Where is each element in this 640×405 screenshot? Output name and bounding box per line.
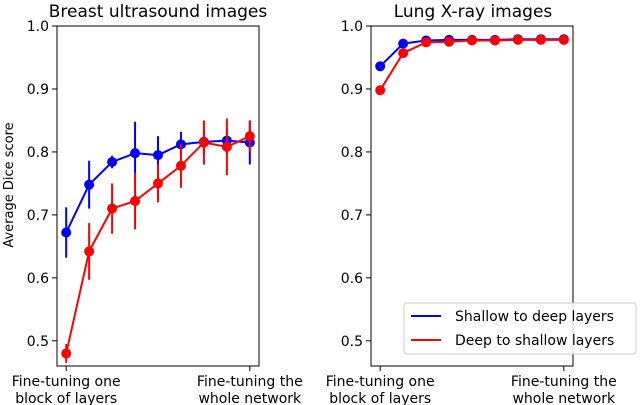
- axes-frame: [56, 25, 260, 367]
- y-tick-label: 0.9: [341, 82, 363, 98]
- x-tick-label: block of layers: [15, 391, 117, 405]
- chart-lung-xray: Lung X-ray images 0.5 0.6 0.7 0.8 0.9 1.0 Fine…: [326, 2, 637, 405]
- y-tick-label: 0.8: [27, 145, 49, 161]
- data-point: [130, 196, 141, 207]
- y-tick-label: 0.7: [341, 208, 363, 224]
- data-point: [61, 227, 72, 238]
- x-tick-label: block of layers: [329, 391, 431, 405]
- plot-area: [61, 118, 255, 363]
- y-tick-label: 0.6: [27, 271, 49, 287]
- data-point: [84, 246, 95, 257]
- y-axis-label: Average Dice score: [2, 122, 17, 247]
- x-tick-label: whole network: [512, 391, 616, 405]
- data-point: [198, 137, 209, 148]
- data-point: [375, 85, 386, 96]
- y-tick-label: 0.5: [27, 334, 49, 350]
- x-tick-label: Fine-tuning the: [511, 374, 617, 390]
- x-tick-label: Fine-tuning one: [12, 374, 121, 390]
- plot-area: [375, 34, 569, 96]
- chart-breast-ultrasound: Breast ultrasound images Average Dice sc…: [2, 2, 303, 405]
- y-tick-label: 0.6: [341, 271, 363, 287]
- y-tick-label: 0.7: [27, 208, 49, 224]
- data-point: [375, 61, 386, 72]
- data-point: [444, 36, 455, 47]
- data-point: [398, 48, 409, 59]
- series-deep-to-shallow: [61, 118, 255, 363]
- data-point: [221, 141, 232, 152]
- data-point: [175, 160, 186, 171]
- chart-title: Breast ultrasound images: [49, 2, 268, 22]
- data-point: [421, 37, 432, 48]
- data-point: [535, 34, 546, 45]
- data-point: [107, 203, 118, 214]
- data-point: [153, 150, 163, 161]
- data-point: [558, 34, 569, 45]
- x-tick-label: whole network: [198, 391, 302, 405]
- data-point: [84, 179, 95, 190]
- axes-frame: [370, 25, 574, 367]
- data-point: [130, 148, 141, 159]
- data-point: [107, 157, 118, 167]
- legend: Shallow to deep layers Deep to shallow l…: [403, 302, 637, 355]
- series-deep-to-shallow: [375, 34, 569, 96]
- data-point: [398, 38, 409, 49]
- y-tick-label: 0.9: [27, 82, 49, 98]
- data-point: [244, 131, 255, 142]
- data-point: [467, 35, 477, 46]
- legend-label-shallow: Shallow to deep layers: [455, 309, 614, 325]
- legend-box: [403, 302, 637, 355]
- data-point: [153, 178, 163, 189]
- x-tick-label: Fine-tuning the: [197, 374, 303, 390]
- chart-title: Lung X-ray images: [394, 2, 553, 22]
- legend-label-deep: Deep to shallow layers: [455, 333, 614, 349]
- y-tick-label: 1.0: [27, 19, 49, 35]
- y-tick-label: 0.8: [341, 145, 363, 161]
- data-point: [489, 35, 500, 46]
- y-tick-label: 0.5: [341, 334, 363, 350]
- data-point: [512, 34, 523, 45]
- series-line: [379, 38, 564, 91]
- x-tick-label: Fine-tuning one: [326, 374, 435, 390]
- data-point: [61, 348, 72, 359]
- y-tick-label: 1.0: [341, 19, 363, 35]
